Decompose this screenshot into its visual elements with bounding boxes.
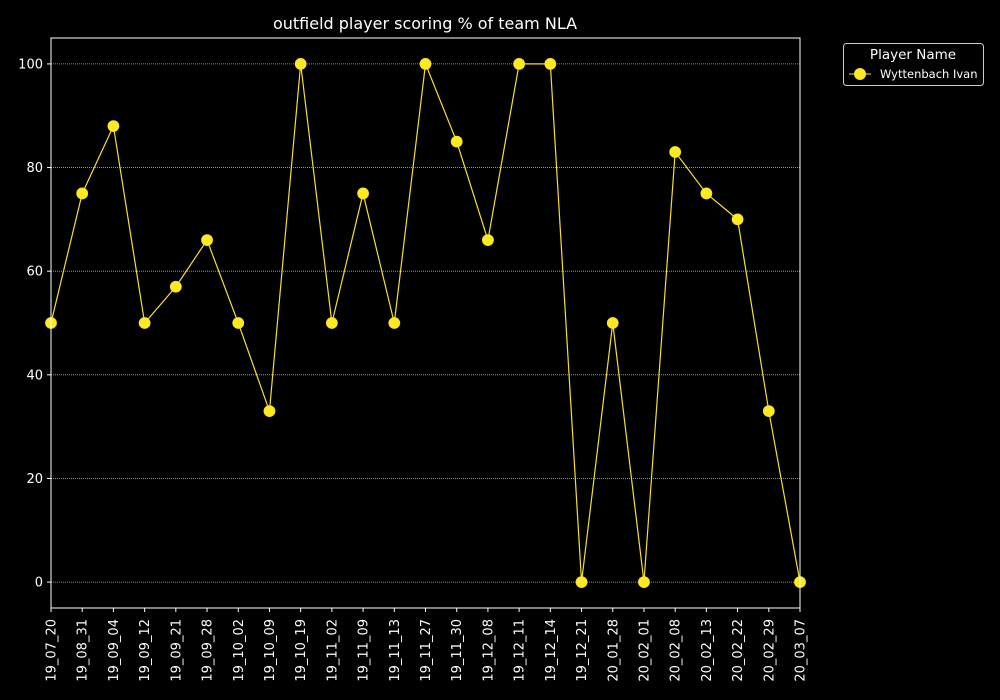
- chart-title: outfield player scoring % of team NLA: [273, 14, 577, 33]
- x-tick-label: 19_10_09: [263, 619, 278, 682]
- x-axis: 19_07_20 19_08_31 19_09_04 19_09_12 19_09_21…: [45, 608, 809, 682]
- data-point: [419, 58, 432, 70]
- data-point: [388, 317, 401, 329]
- data-point: [575, 576, 588, 588]
- legend-marker-sample: [854, 68, 866, 80]
- x-tick-label: 20_01_28: [606, 619, 621, 682]
- y-axis: 0 20 40 60 80 100: [18, 57, 51, 591]
- x-tick-label: 19_10_19: [294, 619, 309, 682]
- data-point: [107, 120, 120, 132]
- data-point: [700, 187, 713, 200]
- data-point: [606, 317, 619, 329]
- data-point: [638, 576, 650, 588]
- x-tick-label: 20_02_01: [637, 619, 652, 682]
- x-tick-label: 19_11_13: [388, 619, 403, 682]
- legend-title: Player Name: [870, 47, 956, 63]
- legend-box: [843, 43, 984, 86]
- y-tick-label: 100: [18, 57, 43, 72]
- data-point: [357, 187, 369, 200]
- data-point: [294, 58, 307, 70]
- x-tick-label: 19_09_12: [138, 619, 153, 682]
- legend: Player Name Wyttenbach Ivan: [843, 43, 984, 86]
- y-tick-label: 40: [26, 368, 43, 383]
- legend-entry-label: Wyttenbach Ivan: [880, 67, 978, 81]
- x-tick-label: 20_02_22: [731, 619, 746, 682]
- data-point: [76, 187, 89, 200]
- data-point: [232, 317, 245, 329]
- x-tick-label: 20_03_07: [794, 619, 809, 682]
- x-tick-label: 20_02_29: [762, 619, 777, 682]
- data-point: [450, 135, 463, 148]
- x-tick-label: 20_02_08: [669, 619, 684, 682]
- data-point: [325, 317, 338, 329]
- x-tick-label: 19_11_02: [325, 619, 340, 682]
- data-point: [482, 234, 494, 246]
- y-tick-label: 0: [35, 576, 43, 591]
- x-tick-label: 19_11_27: [419, 619, 434, 682]
- data-point: [669, 146, 682, 158]
- data-point: [263, 405, 276, 417]
- x-tick-label: 19_12_21: [575, 619, 590, 682]
- data-point: [201, 234, 213, 246]
- x-tick-label: 19_10_02: [232, 619, 247, 682]
- x-tick-label: 19_07_20: [45, 619, 60, 682]
- marker-layer: [45, 58, 806, 588]
- data-point: [169, 280, 182, 293]
- y-tick-label: 60: [26, 265, 43, 280]
- y-tick-label: 20: [26, 472, 43, 487]
- data-point: [513, 58, 526, 70]
- x-tick-label: 19_11_09: [357, 619, 372, 682]
- x-tick-label: 19_12_11: [513, 619, 528, 682]
- x-tick-label: 19_09_28: [201, 619, 216, 682]
- x-tick-label: 19_08_31: [76, 619, 91, 682]
- x-tick-label: 19_09_04: [107, 619, 122, 682]
- data-point: [731, 213, 744, 226]
- x-tick-label: 19_09_21: [169, 619, 184, 682]
- data-point: [544, 58, 557, 70]
- x-tick-label: 19_11_30: [450, 619, 465, 682]
- y-tick-label: 80: [26, 161, 43, 176]
- x-tick-label: 19_12_08: [481, 619, 496, 682]
- x-tick-label: 19_12_14: [544, 619, 559, 682]
- data-point: [762, 405, 775, 417]
- x-tick-label: 20_02_13: [700, 619, 715, 682]
- data-point: [138, 317, 151, 329]
